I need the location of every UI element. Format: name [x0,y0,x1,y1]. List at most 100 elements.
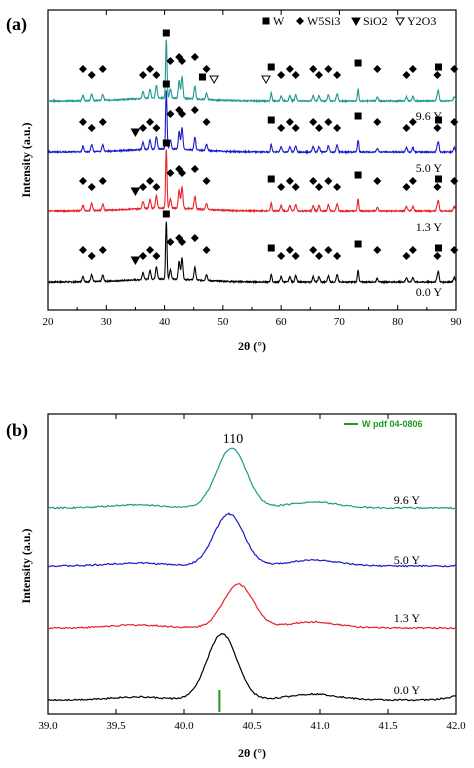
panel-a-legend-label: W [273,14,285,28]
panel-b-y-axis-label: Intensity (a.u.) [19,528,33,603]
w-marker [435,116,443,124]
w5si3-marker [324,246,333,254]
panel-b: (b) 39.0 39.5 40.0 40.5 41.0 41.5 42.0 0.0 Y 1.… [6,413,466,760]
w5si3-marker [152,252,161,260]
w5si3-marker [78,177,87,185]
y2o3-marker [261,75,271,85]
w5si3-marker [202,65,211,73]
panel-a-x-tick-label: 90 [451,316,463,328]
panel-a-x-axis-label: 2θ (°) [238,339,266,353]
w5si3-marker [146,118,154,126]
w5si3-marker [178,110,187,118]
panel-b-series-label: 0.0 Y [394,683,421,697]
w5si3-marker [408,65,417,73]
panel-a-frame [47,9,457,311]
w5si3-marker [402,252,411,260]
w5si3-marker [402,183,411,191]
w5si3-marker [202,177,211,185]
panel-a-y-axis-label: Intensity (a.u.) [19,122,33,197]
panel-a-x-tick-label: 20 [43,316,55,328]
panel-b-series: 0.0 Y 1.3 Y 5.0 Y 9.6 Y [47,447,457,702]
w5si3-marker [373,65,382,73]
sio2-marker [130,187,141,197]
w5si3-marker [166,238,175,246]
w5si3-marker [315,71,324,79]
w5si3-marker [87,252,96,260]
panel-a-series-line [47,149,457,214]
w5si3-marker [166,169,175,177]
panel-a-x-tick-label: 60 [276,316,288,328]
panel-b-x-tick-label: 40.0 [174,720,194,732]
panel-a-series-label: 5.0 Y [416,161,443,175]
w5si3-marker [98,177,107,185]
w5si3-marker [152,124,161,132]
w5si3-marker [291,183,300,191]
w5si3-marker [433,124,442,132]
w5si3-marker [333,252,342,260]
w-marker [267,244,275,252]
w-marker [262,17,270,25]
panel-b-peak-label: 110 [223,432,243,447]
panel-b-series-line [47,632,457,702]
w5si3-marker [324,177,333,185]
panel-a-legend-label: SiO2 [363,14,388,28]
w5si3-marker [309,65,318,73]
w-marker [435,175,443,183]
w5si3-marker [78,65,87,73]
panel-a-x-tick-label: 50 [217,316,229,328]
w5si3-marker [78,246,87,254]
w-marker [267,116,275,124]
w5si3-marker [433,71,442,79]
y2o3-marker [395,17,405,27]
w5si3-marker [333,71,342,79]
w5si3-marker [291,71,300,79]
w5si3-marker [152,183,161,191]
w5si3-marker [277,252,286,260]
panel-b-series-line [47,512,457,568]
w5si3-marker [450,246,459,254]
w5si3-marker [166,57,175,65]
panel-a-series-line [47,90,457,155]
w5si3-marker [277,183,286,191]
w5si3-marker [98,118,107,126]
w5si3-marker [408,118,417,126]
w5si3-marker [309,118,318,126]
panel-b-x-axis-label: 2θ (°) [238,746,266,760]
panel-b-x-tick-label: 42.0 [446,720,466,732]
w5si3-marker [178,57,187,65]
w5si3-marker [408,246,417,254]
w-marker [354,112,362,120]
w5si3-marker [309,177,318,185]
panel-b-series-label: 5.0 Y [394,553,421,567]
w-marker [162,139,170,147]
w5si3-marker [98,65,107,73]
w5si3-marker [402,124,411,132]
w5si3-marker [450,118,459,126]
w-marker [267,63,275,71]
panel-a-series-label: 0.0 Y [416,285,443,299]
w5si3-marker [408,177,417,185]
panel-b-x-ticks: 39.0 39.5 40.0 40.5 41.0 41.5 42.0 [38,414,466,732]
w5si3-marker [87,71,96,79]
panel-b-x-tick-label: 41.5 [378,720,398,732]
w5si3-marker [146,65,154,73]
panel-b-series-label: 9.6 Y [394,493,421,507]
w-marker [354,59,362,67]
panel-a: (a) 20 30 40 50 60 70 80 90 0.0 Y1.3 Y5.0 Y9.6 … [6,9,463,353]
sio2-marker [130,256,141,266]
w5si3-marker [291,124,300,132]
w5si3-marker [277,124,286,132]
panel-b-x-tick-label: 39.5 [106,720,126,732]
w5si3-marker [285,65,294,73]
panel-a-series-line [47,39,457,104]
panel-b-x-tick-label: 41.0 [310,720,330,732]
panel-b-x-tick-label: 40.5 [242,720,262,732]
w5si3-marker [333,183,342,191]
w5si3-marker [373,177,382,185]
w-marker [162,210,170,218]
w5si3-marker [333,124,342,132]
w5si3-marker [202,246,211,254]
w5si3-marker [190,234,199,242]
w5si3-marker [190,106,199,114]
w5si3-marker [450,65,459,73]
